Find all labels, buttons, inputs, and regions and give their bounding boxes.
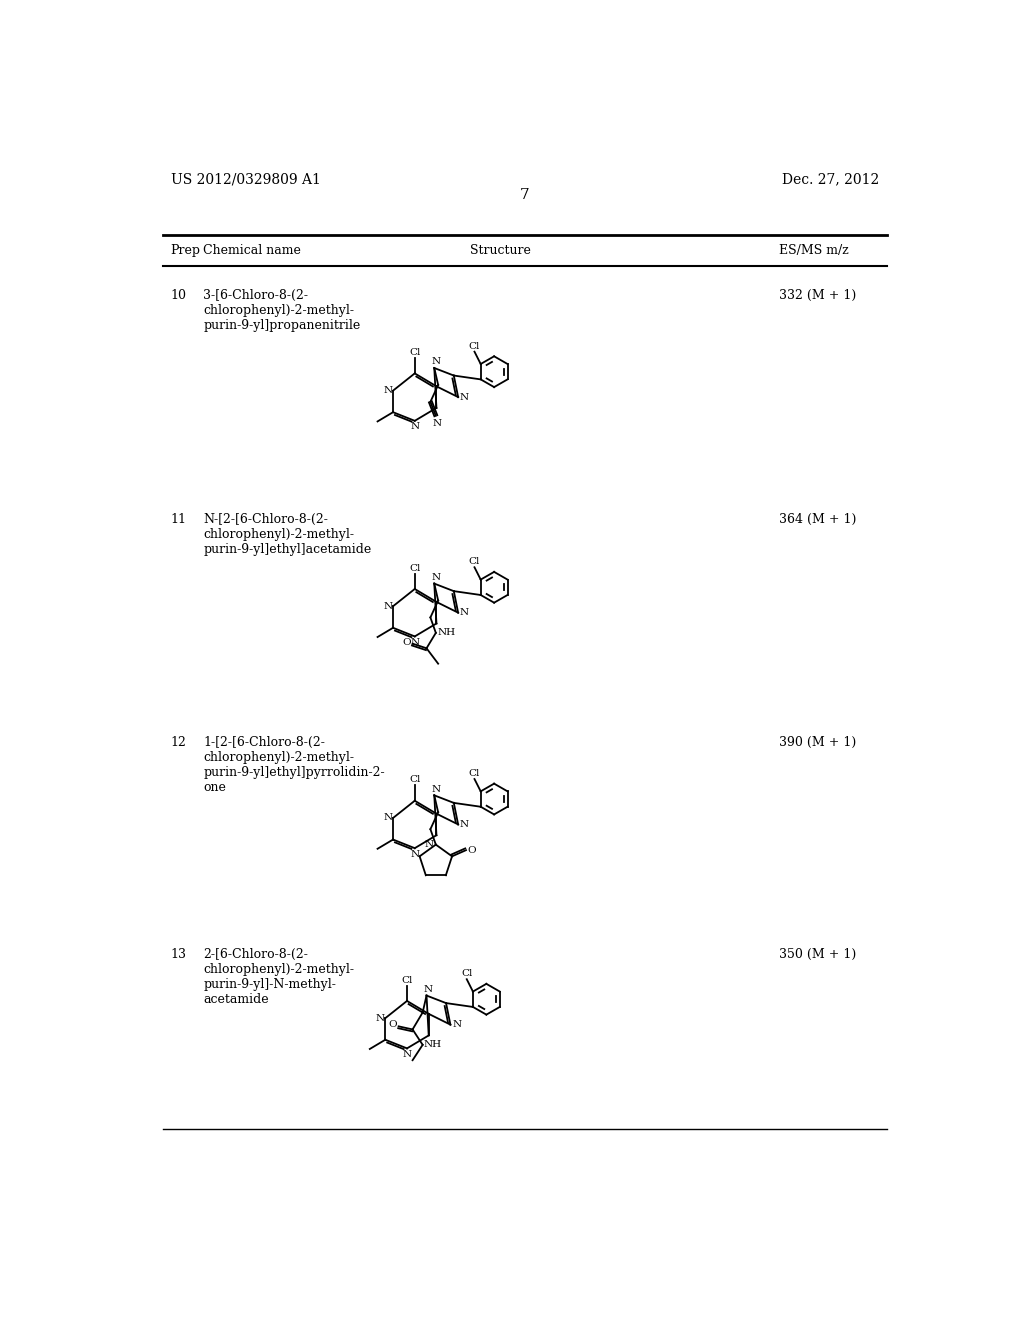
Text: 350 (M + 1): 350 (M + 1) [779, 948, 856, 961]
Text: 364 (M + 1): 364 (M + 1) [779, 512, 856, 525]
Text: Prep: Prep [171, 244, 201, 257]
Text: N-[2-[6-Chloro-8-(2-
chlorophenyl)-2-methyl-
purin-9-yl]ethyl]acetamide: N-[2-[6-Chloro-8-(2- chlorophenyl)-2-met… [203, 512, 372, 556]
Text: 12: 12 [171, 737, 186, 748]
Text: 10: 10 [171, 289, 186, 302]
Text: N: N [411, 422, 419, 432]
Text: 2-[6-Chloro-8-(2-
chlorophenyl)-2-methyl-
purin-9-yl]-N-methyl-
acetamide: 2-[6-Chloro-8-(2- chlorophenyl)-2-methyl… [203, 948, 354, 1006]
Text: N: N [383, 813, 392, 822]
Text: N: N [411, 850, 419, 859]
Text: N: N [424, 985, 433, 994]
Text: N: N [460, 820, 469, 829]
Text: Cl: Cl [469, 342, 480, 351]
Text: Chemical name: Chemical name [203, 244, 301, 257]
Text: NH: NH [424, 1040, 441, 1049]
Text: Cl: Cl [469, 557, 480, 566]
Text: Cl: Cl [401, 975, 413, 985]
Text: 13: 13 [171, 948, 186, 961]
Text: N: N [431, 358, 440, 367]
Text: N: N [431, 784, 440, 793]
Text: N: N [432, 418, 441, 428]
Text: N: N [376, 1014, 384, 1023]
Text: 3-[6-Chloro-8-(2-
chlorophenyl)-2-methyl-
purin-9-yl]propanenitrile: 3-[6-Chloro-8-(2- chlorophenyl)-2-methyl… [203, 289, 360, 333]
Text: Structure: Structure [470, 244, 530, 257]
Text: N: N [411, 638, 419, 647]
Text: O: O [388, 1020, 396, 1030]
Text: N: N [460, 392, 469, 401]
Text: O: O [467, 846, 476, 854]
Text: 390 (M + 1): 390 (M + 1) [779, 737, 856, 748]
Text: 1-[2-[6-Chloro-8-(2-
chlorophenyl)-2-methyl-
purin-9-yl]ethyl]pyrrolidin-2-
one: 1-[2-[6-Chloro-8-(2- chlorophenyl)-2-met… [203, 737, 385, 793]
Text: N: N [431, 573, 440, 582]
Text: Dec. 27, 2012: Dec. 27, 2012 [781, 172, 879, 186]
Text: NH: NH [437, 628, 456, 638]
Text: O: O [402, 638, 412, 647]
Text: N: N [452, 1020, 461, 1030]
Text: Cl: Cl [409, 564, 421, 573]
Text: N: N [383, 602, 392, 611]
Text: US 2012/0329809 A1: US 2012/0329809 A1 [171, 172, 321, 186]
Text: Cl: Cl [409, 775, 421, 784]
Text: ES/MS m/z: ES/MS m/z [779, 244, 849, 257]
Text: 7: 7 [520, 189, 529, 202]
Text: 332 (M + 1): 332 (M + 1) [779, 289, 856, 302]
Text: N: N [402, 1049, 412, 1059]
Text: Cl: Cl [409, 348, 421, 358]
Text: Cl: Cl [469, 770, 480, 777]
Text: 11: 11 [171, 512, 186, 525]
Text: N: N [383, 387, 392, 395]
Text: Cl: Cl [461, 969, 472, 978]
Text: N: N [424, 840, 433, 849]
Text: N: N [460, 609, 469, 618]
